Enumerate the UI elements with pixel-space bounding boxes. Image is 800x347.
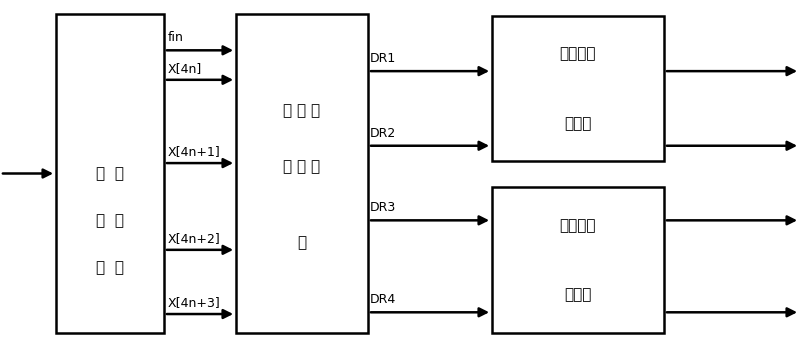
Bar (56, 14, 164, 333)
Text: DR1: DR1 (370, 52, 396, 65)
Text: DR3: DR3 (370, 202, 396, 214)
Text: 一维列滤: 一维列滤 (560, 218, 596, 233)
Text: 一维列滤: 一维列滤 (560, 46, 596, 61)
Text: 单  元: 单 元 (96, 260, 124, 275)
Text: X[4n+2]: X[4n+2] (168, 232, 221, 245)
Text: 波单元: 波单元 (564, 116, 592, 131)
Text: 串  并: 串 并 (96, 166, 124, 181)
Text: fin: fin (168, 31, 184, 44)
Text: DR2: DR2 (370, 127, 396, 140)
Text: 转  换: 转 换 (96, 213, 124, 228)
Text: X[4n]: X[4n] (168, 62, 202, 75)
Text: DR4: DR4 (370, 294, 396, 306)
Bar (492, 187, 664, 333)
Text: 滤 波 单: 滤 波 单 (283, 159, 321, 174)
Text: X[4n+3]: X[4n+3] (168, 296, 221, 309)
Bar (236, 14, 368, 333)
Text: 波单元: 波单元 (564, 287, 592, 303)
Text: 一 维 行: 一 维 行 (283, 103, 321, 119)
Bar (492, 16, 664, 161)
Text: 元: 元 (298, 235, 306, 251)
Text: X[4n+1]: X[4n+1] (168, 145, 221, 158)
